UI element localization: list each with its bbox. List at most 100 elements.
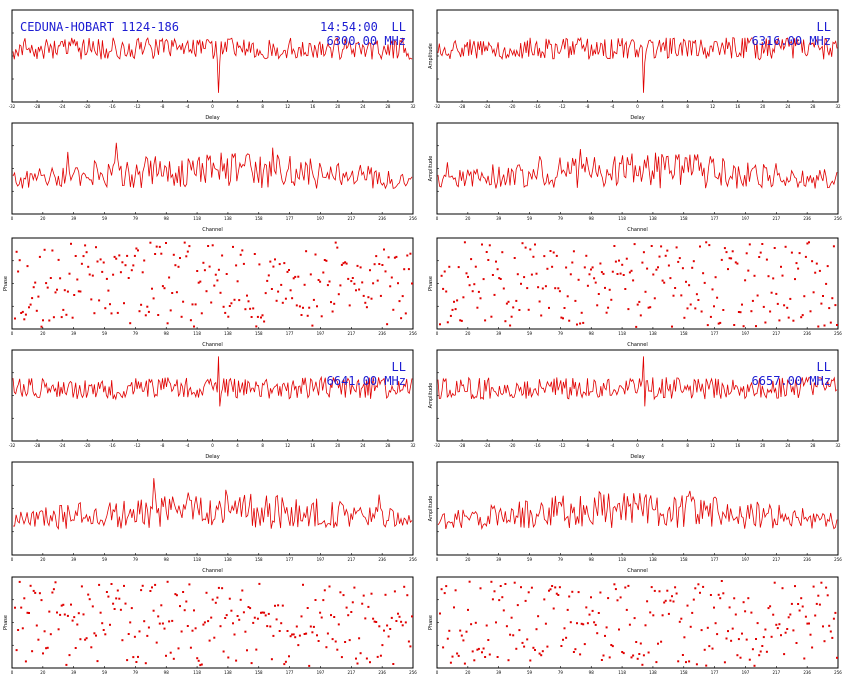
phase-point [174, 264, 177, 267]
phase-point [678, 257, 681, 260]
phase-point [175, 291, 178, 294]
x-tick-label: 158 [255, 557, 263, 562]
phase-point [28, 306, 30, 309]
x-tick-label: 32 [410, 443, 416, 448]
x-tick-label: 197 [742, 216, 750, 221]
phase-point [820, 581, 823, 584]
phase-point [773, 581, 776, 584]
x-tick-label: 59 [527, 216, 533, 221]
phase-point [694, 587, 697, 590]
phase-point [305, 250, 308, 253]
phase-point [34, 281, 37, 284]
phase-point [250, 662, 253, 665]
x-tick-label: 39 [71, 557, 77, 562]
phase-point [463, 662, 466, 665]
phase-point [627, 584, 630, 587]
phase-point [622, 274, 625, 276]
x-tick-label: 12 [285, 443, 291, 448]
phase-point [43, 630, 46, 633]
phase-point [817, 325, 820, 328]
x-tick-label: -16 [534, 104, 541, 109]
y-axis-label: Phase [3, 276, 9, 291]
phase-point [734, 261, 737, 264]
phase-point [411, 282, 413, 285]
x-tick-label: -8 [160, 443, 164, 448]
phase-point [742, 325, 745, 328]
phase-point [221, 254, 224, 257]
phase-point [727, 268, 729, 271]
y-axis-label: Phase [428, 615, 434, 630]
phase-point [406, 594, 409, 597]
phase-point [409, 252, 412, 255]
phase-point [769, 310, 772, 313]
phase-point [468, 284, 471, 287]
phase-point [333, 302, 336, 305]
y-axis-label: Phase [3, 615, 9, 630]
phase-point [576, 622, 578, 625]
phase-point [177, 647, 180, 650]
phase-point [110, 312, 113, 315]
phase-point [183, 609, 186, 612]
phase-point [456, 652, 459, 655]
x-tick-label: 79 [133, 670, 139, 675]
phase-point [505, 302, 508, 305]
x-tick-label: 256 [409, 670, 417, 675]
phase-point [621, 263, 624, 266]
phase-point [549, 588, 552, 591]
phase-point [302, 306, 304, 309]
x-tick-label: 158 [680, 331, 688, 336]
phase-point [95, 634, 97, 637]
phase-point [762, 636, 765, 639]
phase-point [639, 314, 642, 317]
phase-point [393, 590, 396, 593]
phase-point [758, 654, 761, 657]
phase-point [286, 270, 289, 273]
phase-point [688, 660, 691, 663]
phase-point [211, 244, 214, 247]
phase-point [353, 586, 356, 589]
phase-point [548, 589, 550, 592]
phase-point [836, 324, 838, 326]
phase-point [274, 258, 276, 261]
phase-point [605, 626, 608, 629]
phase-point [295, 625, 298, 628]
phase-point [397, 612, 399, 615]
x-tick-label: 217 [347, 670, 355, 675]
x-tick-label: 217 [772, 670, 780, 675]
phase-point [529, 248, 532, 251]
x-tick-label: 217 [347, 557, 355, 562]
phase-point [21, 310, 24, 313]
phase-point [367, 296, 370, 299]
phase-point [80, 585, 83, 588]
phase-point [541, 287, 544, 290]
phase-point [669, 277, 672, 280]
phase-point [686, 604, 689, 607]
phase-point [165, 242, 167, 244]
phase-point [216, 596, 219, 599]
phase-point [532, 255, 535, 258]
x-tick-label: -8 [585, 104, 589, 109]
phase-point [737, 638, 740, 641]
x-tick-label: 59 [102, 670, 108, 675]
x-tick-label: -20 [509, 104, 516, 109]
x-tick-label: 177 [711, 331, 719, 336]
phase-point [593, 277, 596, 280]
phase-point [692, 260, 695, 263]
x-tick-label: 79 [558, 216, 564, 221]
phase-point [507, 659, 510, 662]
x-tick-label: 236 [378, 216, 386, 221]
phase-point [77, 612, 80, 615]
x-tick-label: -24 [59, 443, 66, 448]
phase-point [188, 583, 191, 586]
phase-point [87, 265, 90, 268]
phase-point [331, 310, 334, 313]
phase-point [62, 308, 65, 311]
phase-point [569, 273, 572, 276]
phase-point [152, 609, 155, 612]
phase-point [706, 626, 709, 629]
phase-point [647, 651, 650, 654]
phase-point [71, 316, 74, 319]
phase-point [655, 268, 658, 271]
x-tick-label: -8 [585, 443, 589, 448]
phase-point [165, 654, 167, 657]
